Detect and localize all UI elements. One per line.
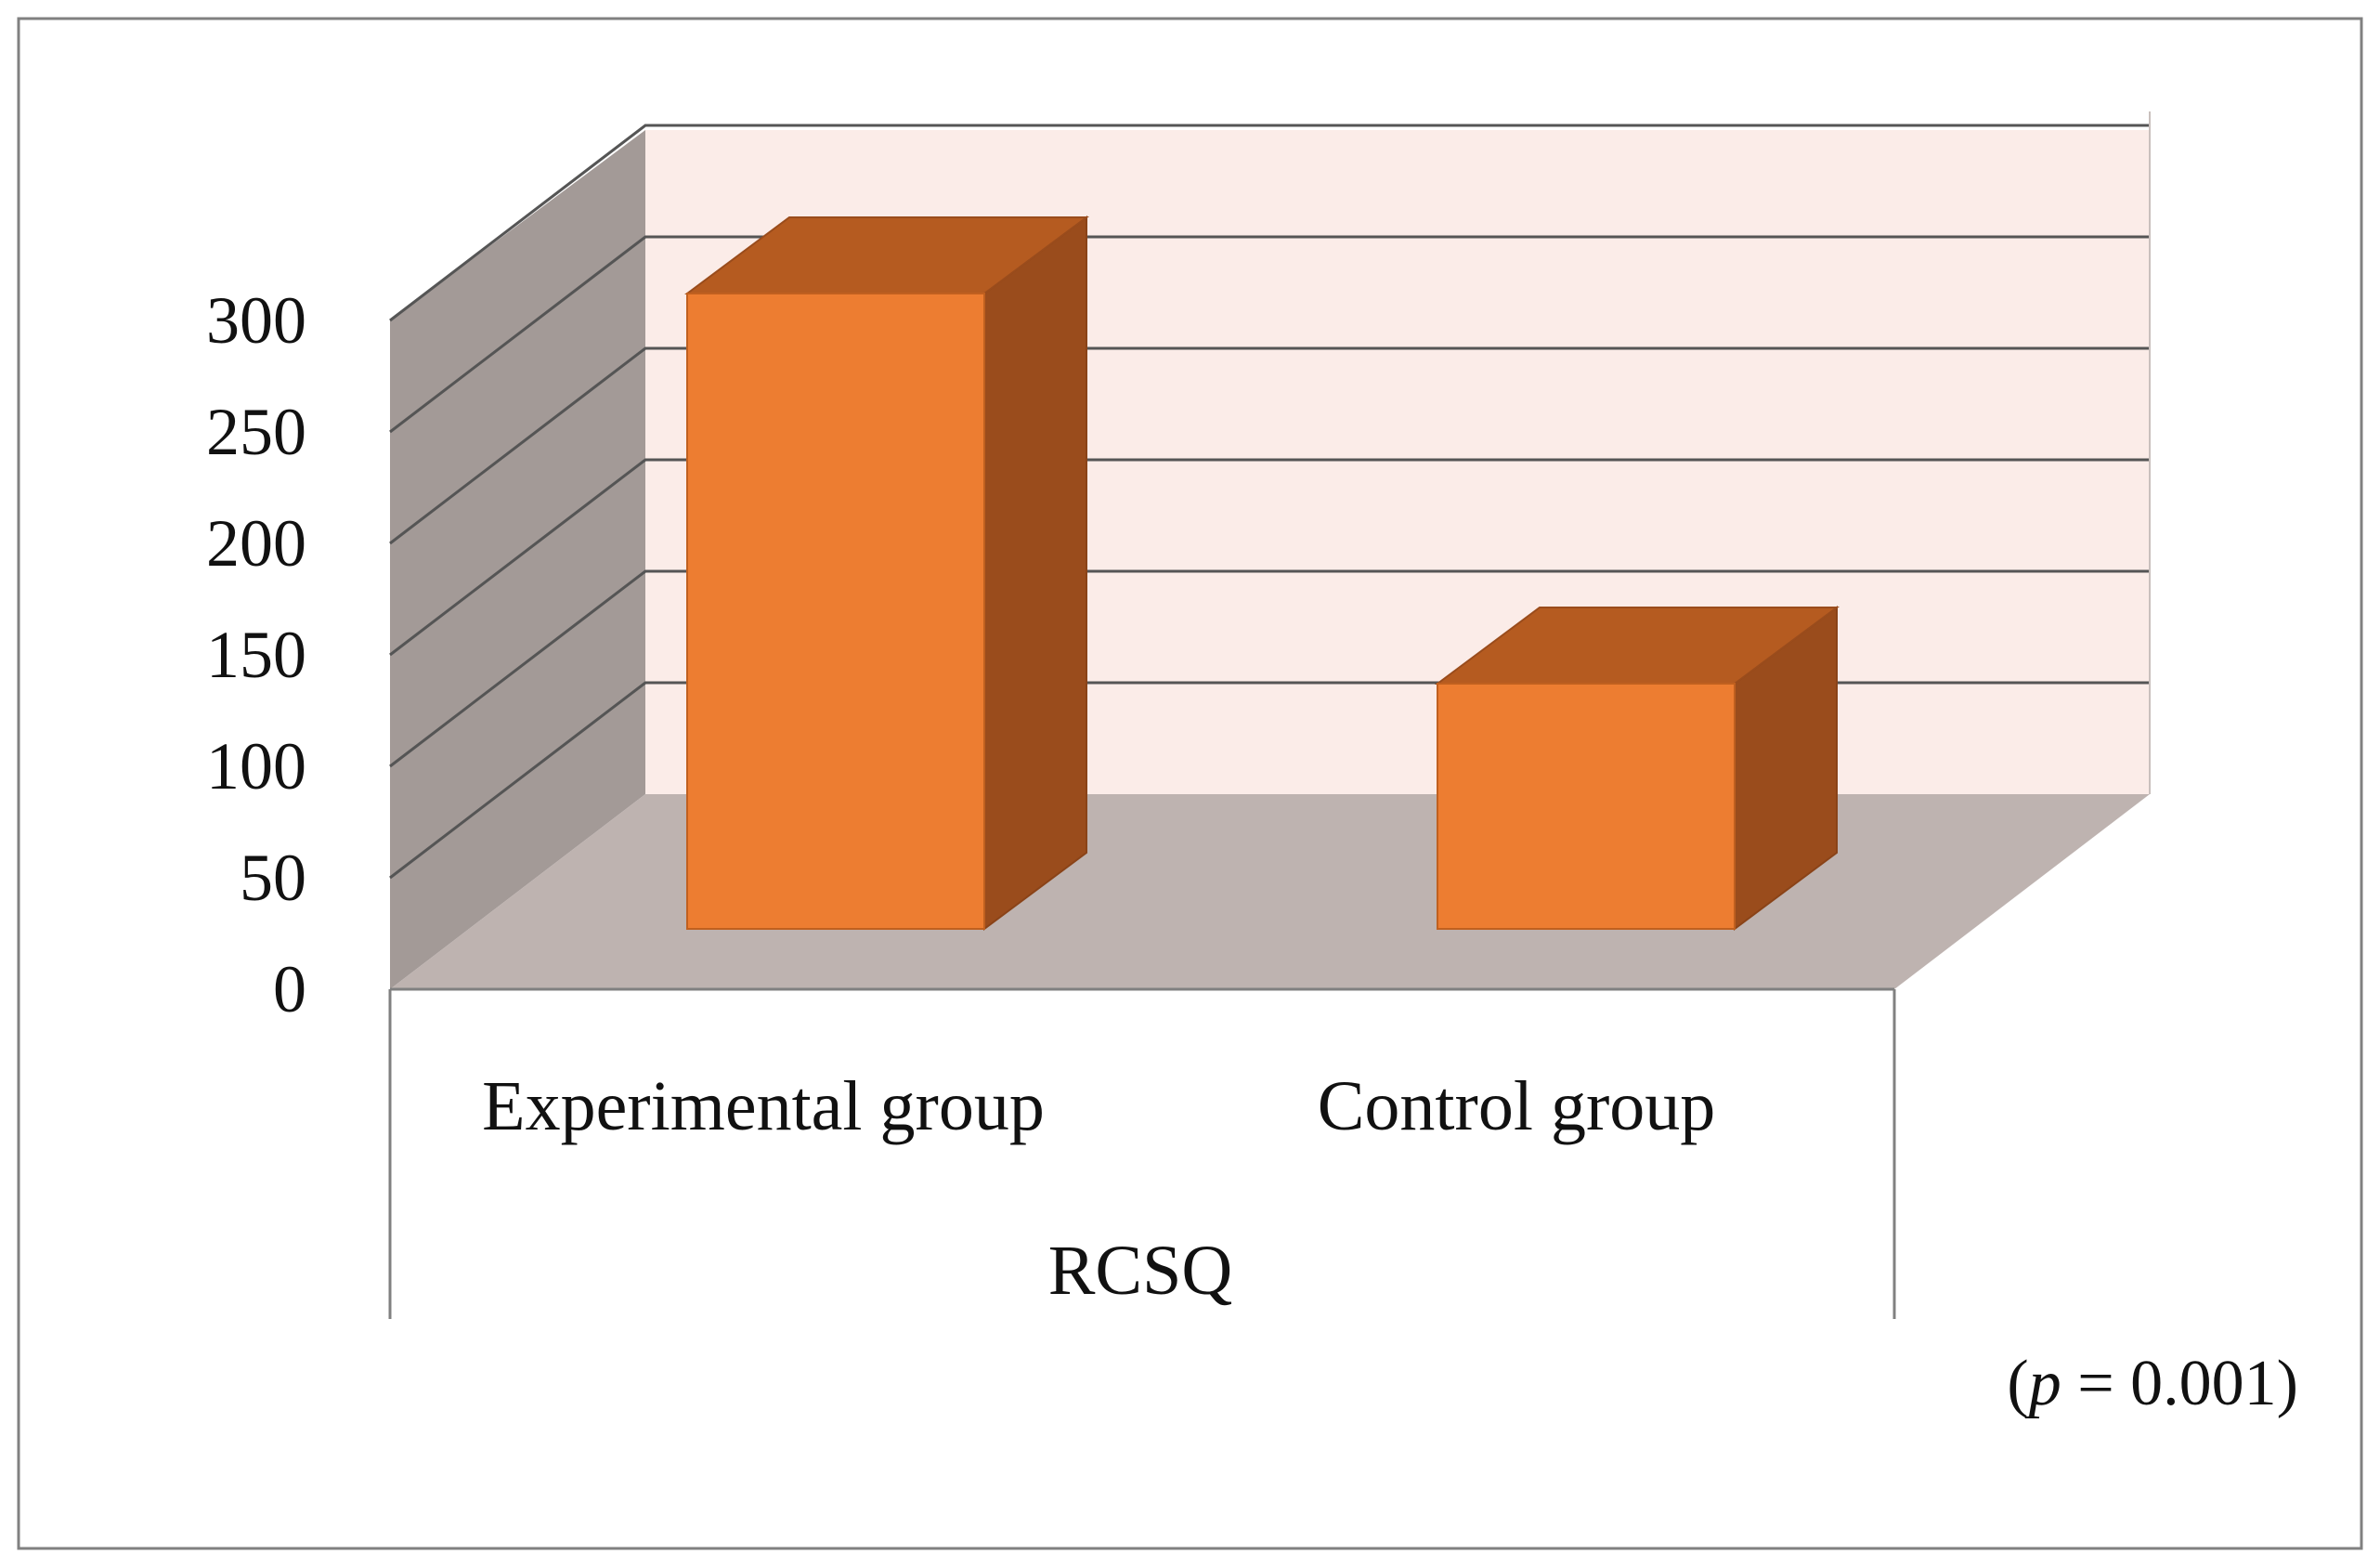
p-value-text: = 0.001) [2061, 1348, 2298, 1419]
bar-front [686, 293, 985, 930]
y-tick-label: 150 [206, 618, 306, 692]
y-tick-label: 50 [240, 841, 306, 915]
gridline [389, 235, 2150, 434]
bar-side [983, 215, 1087, 931]
y-tick-label: 250 [206, 395, 306, 469]
category-label-control: Control group [1318, 1067, 1716, 1145]
floor [390, 794, 2150, 989]
side-wall [390, 130, 645, 989]
category-label-experimental: Experimental group [482, 1067, 1045, 1145]
bar-0 [683, 215, 1090, 931]
gridline [389, 124, 2150, 322]
gridline [389, 458, 2150, 657]
p-value-annotation: (p = 0.001) [2007, 1348, 2298, 1419]
p-open-paren: ( [2007, 1348, 2028, 1419]
bar-front [1437, 683, 1736, 930]
y-tick-label: 100 [206, 729, 306, 803]
y-tick-label: 300 [206, 283, 306, 358]
y-tick-label: 0 [273, 952, 306, 1026]
y-tick-label: 200 [206, 506, 306, 581]
gridline [389, 346, 2150, 545]
p-symbol: p [2024, 1348, 2061, 1419]
bar-1 [1434, 606, 1840, 931]
group-label: RCSQ [1048, 1232, 1233, 1310]
gridline [389, 569, 2150, 768]
